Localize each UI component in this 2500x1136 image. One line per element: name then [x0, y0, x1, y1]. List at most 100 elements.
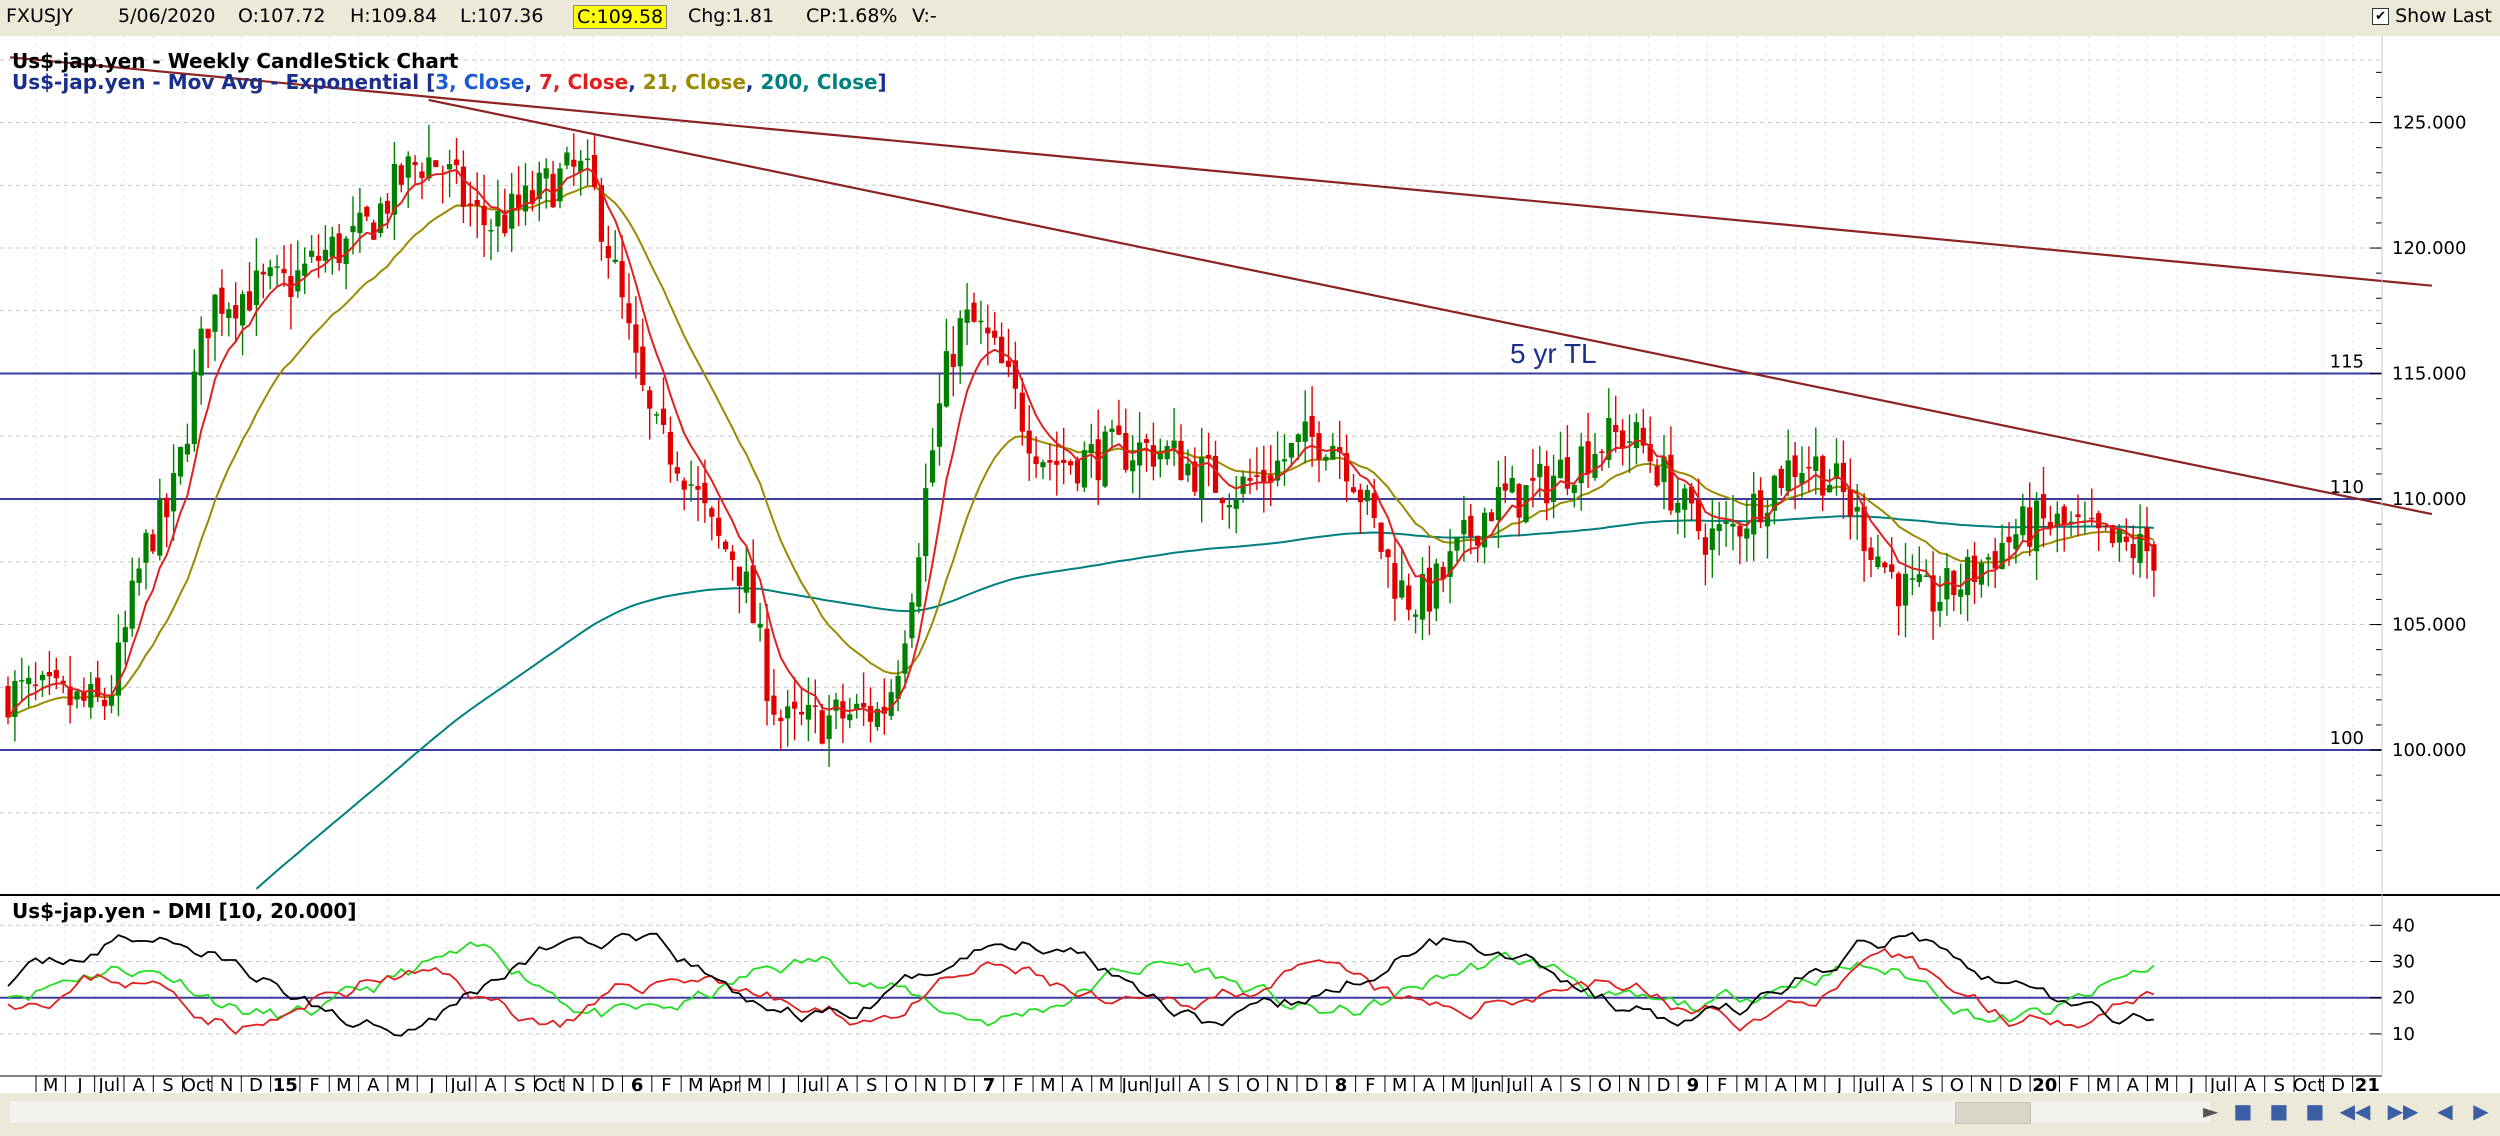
show-last-checkbox[interactable]: ✔ — [2372, 7, 2390, 25]
candle-body — [267, 267, 273, 277]
next-icon[interactable]: ▶ — [2473, 1099, 2489, 1123]
candle-body — [88, 683, 94, 708]
x-tick-label: D — [2009, 1075, 2023, 1093]
candle-body — [1840, 462, 1846, 492]
candle-body — [1737, 525, 1743, 537]
candle-body — [1054, 460, 1060, 465]
chart-area[interactable]: 115 110 100 100.000 105.000 110.000 115.000 12… — [0, 36, 2500, 1093]
zoom-out-icon[interactable]: ■ — [2233, 1099, 2253, 1123]
candle-body — [329, 236, 335, 257]
x-tick-label: S — [866, 1075, 877, 1093]
zoom-in-icon[interactable]: ■ — [2269, 1099, 2289, 1123]
candle-body — [1827, 485, 1833, 493]
candle-body — [1661, 456, 1667, 483]
candle-body — [819, 710, 825, 744]
candle-body — [557, 168, 563, 202]
time-axis: M J Jul A S Oct N D 15 F M A M J Jul A S Oct N D 6 F M Apr M J Jul… — [0, 1075, 2500, 1093]
x-tick-label: O — [1598, 1075, 1612, 1093]
candle-body — [412, 162, 418, 166]
candle-body — [460, 166, 466, 207]
candle-body — [1833, 463, 1840, 479]
candle-body — [598, 185, 604, 242]
candle-body — [1247, 477, 1253, 481]
candle-body — [122, 627, 128, 643]
scroll-track[interactable] — [10, 1101, 2210, 1123]
candle-body — [1288, 442, 1294, 458]
candle-body — [681, 480, 687, 490]
x-tick-label: N — [1979, 1075, 1992, 1093]
x-tick-label: A — [836, 1075, 849, 1093]
x-tick-label: M — [1802, 1075, 1818, 1093]
candle-body — [1495, 487, 1501, 521]
legend-ema-200: 200, Close — [760, 70, 877, 94]
candle-body — [1592, 453, 1598, 478]
scroll-right-arrow[interactable]: ► — [2203, 1099, 2219, 1123]
candle-body — [1116, 425, 1122, 435]
candle-body — [95, 677, 101, 697]
candle-body — [281, 268, 287, 274]
x-tick-label: D — [953, 1075, 967, 1093]
candle-body — [1702, 537, 1708, 555]
candle-body — [1005, 360, 1012, 367]
candle-body — [1137, 442, 1143, 466]
candle-body — [2151, 544, 2157, 571]
candle-body — [1350, 487, 1357, 493]
candle-body — [2103, 525, 2109, 528]
candle-body — [1620, 430, 1626, 449]
candle-body — [1061, 459, 1067, 464]
x-tick-label: S — [1570, 1075, 1581, 1093]
candle-body — [302, 263, 308, 276]
last-page-icon[interactable]: ▶▶ — [2387, 1099, 2419, 1123]
candle-body — [295, 270, 301, 292]
candle-body — [2047, 522, 2053, 529]
scroll-thumb[interactable] — [1955, 1102, 2031, 1124]
dmi-tick-label: 20 — [2392, 988, 2415, 1009]
candle-body — [585, 158, 591, 161]
candle-body — [2027, 507, 2033, 547]
candle-body — [771, 695, 777, 715]
candle-body — [1951, 570, 1957, 596]
x-tick-label: D — [2331, 1075, 2345, 1093]
candle-body — [522, 185, 529, 212]
candle-body — [992, 330, 998, 338]
candle-body — [916, 557, 922, 607]
candle-body — [191, 371, 197, 444]
trendline — [428, 98, 2433, 516]
candle-body — [74, 691, 80, 700]
prev-icon[interactable]: ◀ — [2437, 1099, 2453, 1123]
ema-legend: Us$-jap.yen - Mov Avg - Exponential [3, … — [12, 70, 887, 94]
candle-body — [1902, 573, 1909, 606]
x-tick-label: Jul — [801, 1075, 824, 1093]
candle-body — [219, 287, 225, 314]
x-tick-label: S — [162, 1075, 173, 1093]
candle-body — [861, 703, 867, 708]
x-tick-label: Jul — [2209, 1075, 2232, 1093]
ema-21-line — [7, 185, 2155, 719]
candle-body — [654, 414, 660, 416]
candle-body — [536, 172, 542, 199]
x-tick-label: Jul — [1857, 1075, 1880, 1093]
candle-body — [723, 541, 729, 550]
candle-body — [529, 190, 535, 204]
x-tick-label: S — [2274, 1075, 2285, 1093]
candle-body — [826, 715, 832, 740]
candle-body — [2109, 525, 2116, 544]
x-tick-label: F — [309, 1075, 319, 1093]
candle-body — [2137, 533, 2143, 563]
fit-icon[interactable]: ■ — [2305, 1099, 2325, 1123]
candle-body — [1019, 392, 1025, 432]
candle-body — [1709, 528, 1715, 550]
x-tick-label: Oct — [2293, 1075, 2324, 1093]
candle-body — [240, 294, 246, 326]
candle-body — [157, 499, 163, 556]
candle-body — [143, 532, 149, 563]
candle-body — [1626, 441, 1633, 443]
x-tick-label: F — [2069, 1075, 2079, 1093]
level-label: 100 — [2330, 728, 2364, 749]
candle-body — [260, 271, 266, 275]
show-last-toggle[interactable]: ✔ Show Last — [2372, 5, 2492, 27]
candle-body — [33, 684, 39, 687]
candle-body — [1199, 457, 1205, 499]
candle-body — [550, 173, 556, 208]
first-page-icon[interactable]: ◀◀ — [2339, 1099, 2371, 1123]
